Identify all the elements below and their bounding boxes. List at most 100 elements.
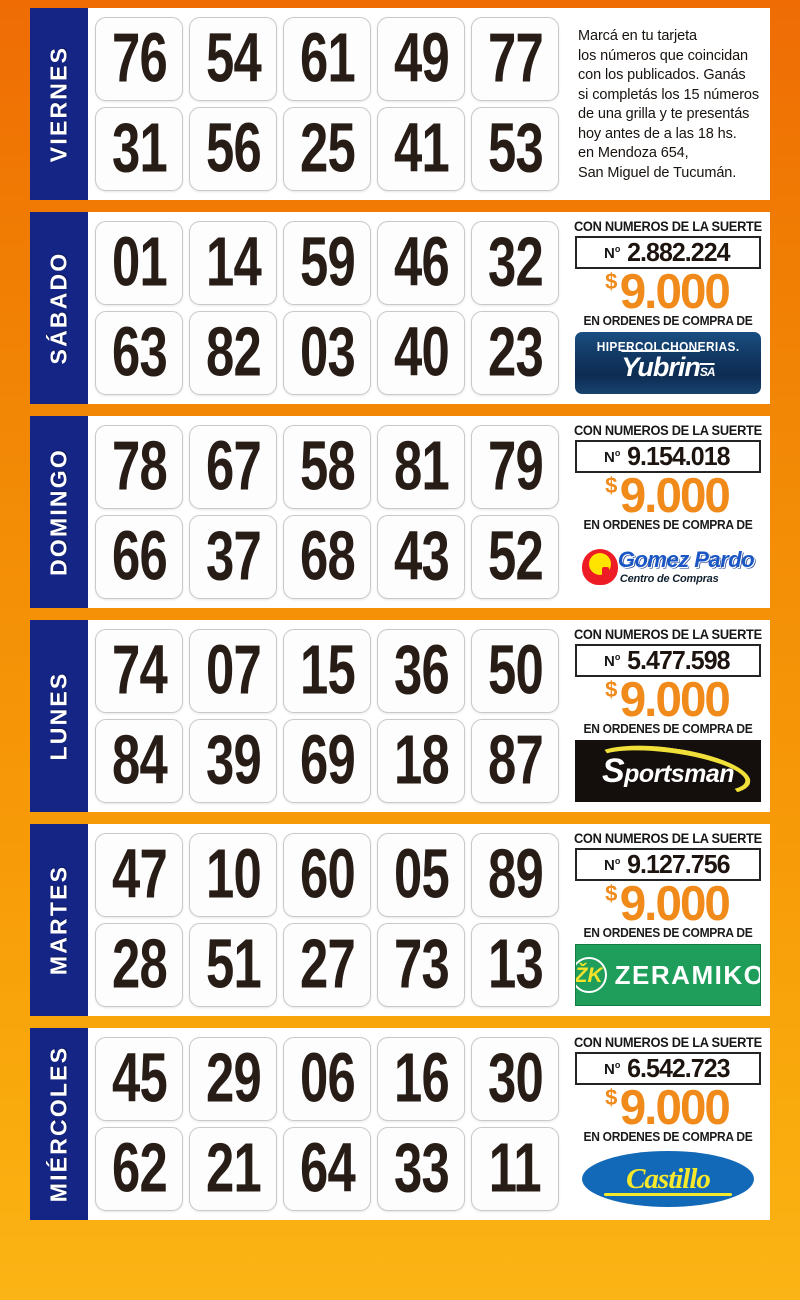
number-cell[interactable]: 49 [377, 17, 465, 101]
number-cell[interactable]: 87 [471, 719, 559, 803]
number-cell[interactable]: 11 [471, 1127, 559, 1211]
number-cell[interactable]: 59 [283, 221, 371, 305]
number-value: 16 [393, 1039, 450, 1118]
number-cell[interactable]: 78 [95, 425, 183, 509]
number-cell[interactable]: 41 [377, 107, 465, 191]
day-label-sábado: SÁBADO [30, 212, 88, 404]
currency-symbol: $ [605, 881, 618, 906]
number-cell[interactable]: 67 [189, 425, 277, 509]
prize-amount: $9.000 [605, 267, 731, 317]
number-value: 56 [205, 109, 262, 188]
number-value: 28 [111, 925, 168, 1004]
number-cell[interactable]: 39 [189, 719, 277, 803]
number-cell[interactable]: 79 [471, 425, 559, 509]
number-value: 53 [487, 109, 544, 188]
number-cell[interactable]: 66 [95, 515, 183, 599]
number-cell[interactable]: 69 [283, 719, 371, 803]
number-cell[interactable]: 58 [283, 425, 371, 509]
number-cell[interactable]: 73 [377, 923, 465, 1007]
number-cell[interactable]: 53 [471, 107, 559, 191]
number-cell[interactable]: 82 [189, 311, 277, 395]
number-cell[interactable]: 27 [283, 923, 371, 1007]
day-rows-container: VIERNES 76 54 61 49 77 31 56 25 41 53 Marcá en tu t… [30, 8, 770, 1220]
number-cell[interactable]: 23 [471, 311, 559, 395]
sponsor-logo-sportsman: Sportsman [575, 740, 761, 802]
number-cell[interactable]: 64 [283, 1127, 371, 1211]
number-cell[interactable]: 43 [377, 515, 465, 599]
number-cell[interactable]: 30 [471, 1037, 559, 1121]
number-cell[interactable]: 18 [377, 719, 465, 803]
number-cell[interactable]: 07 [189, 629, 277, 713]
lucky-number-box: No 9.127.756 [575, 848, 761, 881]
number-value: 81 [393, 427, 450, 506]
number-cell[interactable]: 50 [471, 629, 559, 713]
number-cell[interactable]: 81 [377, 425, 465, 509]
row-separator [30, 1016, 770, 1028]
number-value: 31 [111, 109, 168, 188]
number-value: 15 [299, 631, 356, 710]
lucky-number-box: No 5.477.598 [575, 644, 761, 677]
number-cell[interactable]: 29 [189, 1037, 277, 1121]
number-cell[interactable]: 15 [283, 629, 371, 713]
day-label-text: DOMINGO [45, 448, 72, 576]
number-cell[interactable]: 56 [189, 107, 277, 191]
sponsor-name: Sportsman [601, 751, 735, 790]
number-cell[interactable]: 52 [471, 515, 559, 599]
number-cell[interactable]: 61 [283, 17, 371, 101]
number-cell[interactable]: 37 [189, 515, 277, 599]
number-value: 46 [393, 223, 450, 302]
number-cell[interactable]: 63 [95, 311, 183, 395]
bottom-spacer [30, 1220, 770, 1234]
number-cell[interactable]: 31 [95, 107, 183, 191]
number-cell[interactable]: 51 [189, 923, 277, 1007]
lucky-number-value: 9.127.756 [627, 849, 730, 879]
number-cell[interactable]: 74 [95, 629, 183, 713]
number-value: 07 [205, 631, 262, 710]
number-cell[interactable]: 62 [95, 1127, 183, 1211]
numbers-row-2: 84 39 69 18 87 [92, 716, 562, 806]
sponsor-name: Castillo [626, 1162, 711, 1195]
number-cell[interactable]: 76 [95, 17, 183, 101]
number-cell[interactable]: 01 [95, 221, 183, 305]
number-value: 59 [299, 223, 356, 302]
lucky-numbers-heading: CON NUMEROS DE LA SUERTE [574, 831, 762, 846]
number-cell[interactable]: 60 [283, 833, 371, 917]
currency-symbol: $ [605, 269, 618, 294]
number-cell[interactable]: 36 [377, 629, 465, 713]
number-cell[interactable]: 68 [283, 515, 371, 599]
number-value: 66 [111, 517, 168, 596]
number-cell[interactable]: 40 [377, 311, 465, 395]
number-cell[interactable]: 45 [95, 1037, 183, 1121]
number-cell[interactable]: 03 [283, 311, 371, 395]
number-value: 62 [111, 1129, 168, 1208]
number-cell[interactable]: 14 [189, 221, 277, 305]
day-label-miércoles: MIÉRCOLES [30, 1028, 88, 1220]
number-cell[interactable]: 32 [471, 221, 559, 305]
number-cell[interactable]: 46 [377, 221, 465, 305]
number-cell[interactable]: 89 [471, 833, 559, 917]
number-cell[interactable]: 47 [95, 833, 183, 917]
number-value: 18 [393, 721, 450, 800]
number-value: 03 [299, 313, 356, 392]
numbers-row-1: 45 29 06 16 30 [92, 1034, 562, 1124]
sponsor-name: ZERAMIKO [614, 959, 761, 990]
number-cell[interactable]: 21 [189, 1127, 277, 1211]
number-cell[interactable]: 13 [471, 923, 559, 1007]
number-cell[interactable]: 05 [377, 833, 465, 917]
orders-text: EN ORDENES DE COMPRA DE [583, 314, 753, 328]
number-cell[interactable]: 54 [189, 17, 277, 101]
number-cell[interactable]: 33 [377, 1127, 465, 1211]
lucky-number-value: 5.477.598 [627, 645, 730, 675]
number-cell[interactable]: 25 [283, 107, 371, 191]
number-cell[interactable]: 28 [95, 923, 183, 1007]
number-cell[interactable]: 10 [189, 833, 277, 917]
number-value: 39 [205, 721, 262, 800]
number-cell[interactable]: 84 [95, 719, 183, 803]
prize-amount-value: 9.000 [620, 265, 731, 319]
number-cell[interactable]: 06 [283, 1037, 371, 1121]
instructions-text: Marcá en tu tarjeta los números que coin… [578, 28, 760, 181]
sponsor-text-group: Gomez Pardo Centro de Compras [618, 549, 755, 585]
number-cell[interactable]: 77 [471, 17, 559, 101]
number-value: 84 [111, 721, 168, 800]
number-cell[interactable]: 16 [377, 1037, 465, 1121]
